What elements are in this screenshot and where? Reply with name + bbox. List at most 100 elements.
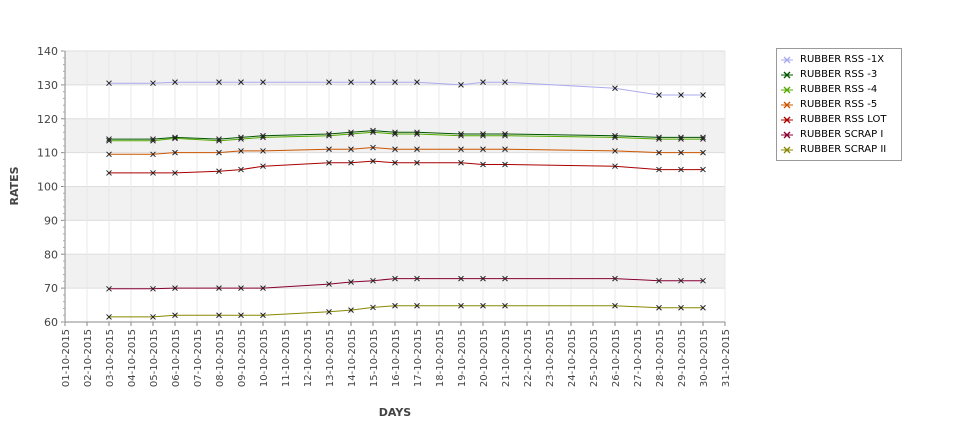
data-point: [502, 132, 508, 139]
data-point: [370, 158, 376, 164]
data-point: [612, 148, 618, 154]
legend-item: RUBBER SCRAP I: [781, 127, 897, 142]
legend-label: RUBBER SCRAP II: [800, 144, 887, 155]
data-point: [458, 131, 464, 137]
data-point: [216, 312, 222, 319]
legend-marker: [781, 54, 793, 66]
x-tick-label: 05-10-2015: [149, 329, 160, 387]
data-point: [238, 79, 244, 86]
data-point: [216, 137, 222, 144]
data-point: [216, 168, 222, 175]
x-axis-label: DAYS: [379, 406, 412, 419]
data-point: [414, 302, 420, 309]
data-point: [678, 166, 684, 173]
data-point: [326, 132, 332, 139]
data-point: [502, 146, 508, 153]
data-point: [480, 161, 486, 168]
data-point: [392, 146, 398, 153]
x-tick-label: 04-10-2015: [127, 329, 138, 387]
data-point: [326, 281, 332, 287]
data-point: [106, 285, 112, 292]
data-point: [458, 132, 464, 139]
x-tick-label: 06-10-2015: [171, 329, 182, 387]
data-point: [216, 285, 222, 291]
x-tick-label: 29-10-2015: [677, 329, 688, 387]
data-point: [348, 146, 354, 153]
legend-marker: [781, 99, 793, 111]
data-point: [370, 277, 376, 284]
data-point: [612, 302, 618, 309]
data-point: [700, 166, 706, 173]
data-point: [480, 302, 486, 309]
data-point: [106, 314, 112, 320]
data-point: [150, 80, 156, 87]
data-point: [326, 79, 332, 86]
data-point: [392, 302, 398, 309]
series-line: [109, 146, 703, 155]
data-point: [392, 131, 398, 137]
data-point: [172, 285, 178, 291]
data-point: [700, 149, 706, 156]
data-point: [414, 146, 420, 153]
data-point: [326, 131, 332, 137]
legend-marker: [781, 114, 793, 126]
data-point: [502, 302, 508, 309]
data-point: [238, 285, 244, 291]
data-point: [700, 92, 706, 98]
series-line: [109, 278, 703, 290]
legend: RUBBER RSS -1X RUBBER RSS -3 RUBBER RSS -4…: [776, 48, 902, 161]
data-point: [150, 136, 156, 142]
legend-item: RUBBER SCRAP II: [781, 142, 897, 157]
legend-label: RUBBER SCRAP I: [800, 129, 884, 140]
data-point: [612, 132, 618, 139]
legend-marker: [781, 84, 793, 96]
data-point: [700, 134, 706, 141]
y-tick-label: 130: [37, 79, 58, 92]
x-tick-label: 07-10-2015: [193, 329, 204, 387]
legend-label: RUBBER RSS -4: [800, 84, 878, 95]
data-point: [260, 285, 266, 291]
data-point: [678, 134, 684, 141]
data-point: [348, 79, 354, 86]
data-point: [414, 275, 420, 282]
data-point: [392, 79, 398, 86]
x-tick-label: 01-10-2015: [61, 329, 72, 387]
legend-marker: [781, 69, 793, 81]
data-point: [656, 304, 662, 311]
data-point: [656, 136, 662, 142]
y-tick-label: 110: [37, 147, 58, 160]
x-tick-label: 13-10-2015: [325, 329, 336, 387]
x-tick-label: 21-10-2015: [501, 329, 512, 387]
legend-item: RUBBER RSS -5: [781, 97, 897, 112]
data-point: [480, 146, 486, 153]
data-point: [260, 163, 266, 170]
data-point: [106, 80, 112, 87]
x-tick-label: 09-10-2015: [237, 329, 248, 387]
data-point: [326, 308, 332, 315]
data-point: [612, 85, 618, 92]
data-point: [414, 159, 420, 166]
data-point: [502, 161, 508, 168]
data-point: [678, 149, 684, 156]
data-point: [678, 304, 684, 311]
data-point: [238, 134, 244, 141]
data-point: [238, 148, 244, 154]
data-point: [678, 277, 684, 284]
data-point: [458, 275, 464, 282]
x-tick-label: 17-10-2015: [413, 329, 424, 387]
data-point: [106, 137, 112, 144]
data-point: [260, 132, 266, 139]
legend-marker: [781, 144, 793, 156]
data-point: [172, 134, 178, 141]
data-point: [150, 285, 156, 292]
x-tick-label: 25-10-2015: [589, 329, 600, 387]
data-point: [480, 131, 486, 137]
data-point: [216, 136, 222, 142]
data-point: [700, 277, 706, 284]
data-point: [260, 134, 266, 141]
data-point: [370, 129, 376, 136]
data-point: [238, 312, 244, 319]
series-line: [109, 160, 703, 174]
x-tick-label: 19-10-2015: [457, 329, 468, 387]
